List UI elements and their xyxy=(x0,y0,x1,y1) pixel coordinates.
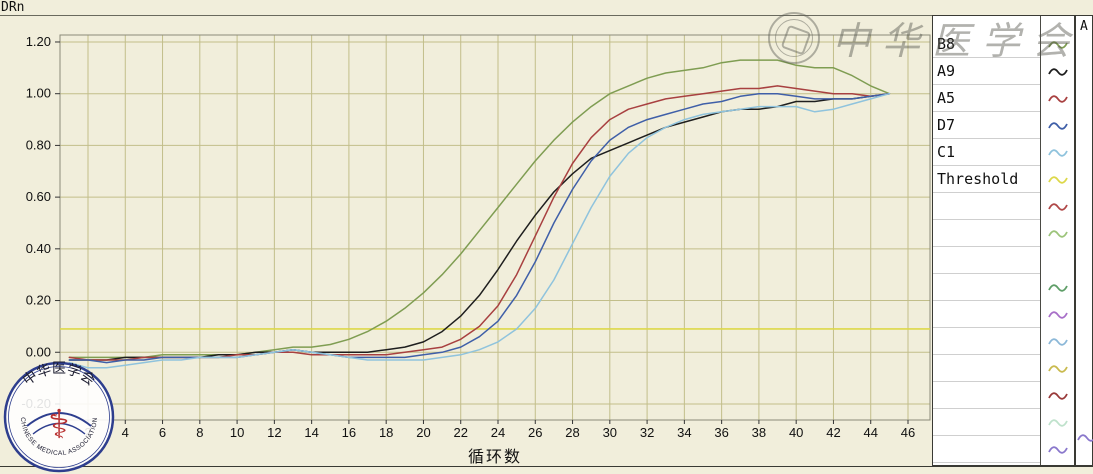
x-tick-label: 26 xyxy=(528,425,542,440)
legend-squiggle-icon xyxy=(1041,409,1074,436)
legend-item-label: D7 xyxy=(933,112,1041,139)
x-tick-label: 46 xyxy=(901,425,915,440)
curve-C1 xyxy=(68,92,891,369)
x-tick-label: 36 xyxy=(714,425,728,440)
legend-item-label xyxy=(933,409,1041,436)
cutoff-legend-label: A xyxy=(1080,19,1088,34)
legend-squiggle-icon xyxy=(1041,301,1074,328)
y-tick-label: 1.00 xyxy=(26,86,51,101)
legend-item-13[interactable] xyxy=(933,382,1074,409)
legend-item-9[interactable] xyxy=(933,274,1074,301)
x-tick-label: 34 xyxy=(677,425,691,440)
legend-squiggle-icon xyxy=(1041,31,1074,58)
legend-item-a5[interactable]: A5 xyxy=(933,85,1074,112)
amplification-plot: 2 4 6 8 10 12 14 16 18 20 22 24 26 28 30 32 34 36 38 40 42 44… xyxy=(21,34,931,440)
x-tick-label: 16 xyxy=(342,425,356,440)
x-tick-label: 20 xyxy=(416,425,430,440)
y-tick-label: 0.00 xyxy=(26,344,51,359)
x-tick-label: 24 xyxy=(491,425,505,440)
x-tick-label: 12 xyxy=(267,425,281,440)
legend-item-14[interactable] xyxy=(933,409,1074,436)
legend-squiggle-icon xyxy=(1041,220,1074,247)
x-tick-label: 4 xyxy=(122,425,129,440)
legend-squiggle-icon xyxy=(1041,139,1074,166)
legend-item-a9[interactable]: A9 xyxy=(933,58,1074,85)
x-axis-title: 循环数 xyxy=(467,449,522,466)
x-tick-label: 18 xyxy=(379,425,393,440)
legend-item-7[interactable] xyxy=(933,220,1074,247)
legend-item-label: A9 xyxy=(933,58,1041,85)
legend-scroll-strip[interactable]: A xyxy=(1075,15,1093,466)
x-tick-label: 22 xyxy=(453,425,467,440)
plot-border xyxy=(59,34,931,421)
legend-item-label xyxy=(933,220,1041,247)
legend-item-label: B8 xyxy=(933,31,1041,58)
legend-rows: B8 A9 A5 D7 C1 Threshold xyxy=(933,31,1074,463)
x-tick-label: 32 xyxy=(640,425,654,440)
legend-item-d7[interactable]: D7 xyxy=(933,112,1074,139)
y-tick-label: -0.20 xyxy=(21,396,51,411)
y-tick-label: 0.80 xyxy=(26,137,51,152)
legend-squiggle-icon xyxy=(1041,355,1074,382)
legend-item-11[interactable] xyxy=(933,328,1074,355)
x-tick-label: 30 xyxy=(603,425,617,440)
legend-item-6[interactable] xyxy=(933,193,1074,220)
plot-area xyxy=(60,35,930,420)
legend-squiggle-icon xyxy=(1041,58,1074,85)
legend-item-10[interactable] xyxy=(933,301,1074,328)
curve-B8 xyxy=(68,59,891,359)
top-divider xyxy=(0,15,1093,16)
legend-item-12[interactable] xyxy=(933,355,1074,382)
legend-item-label: Threshold xyxy=(933,166,1041,193)
legend-squiggle-icon xyxy=(1041,85,1074,112)
y-tick-label: 0.20 xyxy=(26,293,51,308)
legend-item-8[interactable] xyxy=(933,247,1074,274)
x-tick-label: 2 xyxy=(84,425,91,440)
legend-squiggle-icon xyxy=(1041,274,1074,301)
legend-item-c1[interactable]: C1 xyxy=(933,139,1074,166)
y-tick-label: 0.60 xyxy=(26,189,51,204)
x-tick-label: 8 xyxy=(196,425,203,440)
legend-item-label: C1 xyxy=(933,139,1041,166)
legend-item-label xyxy=(933,328,1041,355)
x-tick-label: 28 xyxy=(565,425,579,440)
legend-item-label xyxy=(933,301,1041,328)
curve-A9 xyxy=(68,92,891,361)
y-tick-label: 1.20 xyxy=(26,34,51,49)
legend-item-label xyxy=(933,436,1041,463)
legend-squiggle-icon xyxy=(1041,436,1074,463)
y-tick-label: 0.40 xyxy=(26,241,51,256)
legend-panel: B8 A9 A5 D7 C1 Threshold xyxy=(932,15,1075,466)
x-tick-label: 14 xyxy=(304,425,318,440)
x-tick-label: 42 xyxy=(826,425,840,440)
x-tick-label: 38 xyxy=(752,425,766,440)
legend-squiggle-icon xyxy=(1041,193,1074,220)
legend-item-15[interactable] xyxy=(933,436,1074,463)
legend-item-label: A5 xyxy=(933,85,1041,112)
bottom-divider xyxy=(0,466,1093,467)
legend-squiggle-icon xyxy=(1041,166,1074,193)
legend-item-threshold[interactable]: Threshold xyxy=(933,166,1074,193)
legend-item-label xyxy=(933,274,1041,301)
cutoff-legend-squiggle-icon xyxy=(1077,431,1093,449)
legend-squiggle-icon xyxy=(1041,112,1074,139)
x-tick-label: 40 xyxy=(789,425,803,440)
legend-empty-icon xyxy=(1041,247,1074,274)
legend-squiggle-icon xyxy=(1041,328,1074,355)
x-tick-label: 10 xyxy=(230,425,244,440)
legend-item-b8[interactable]: B8 xyxy=(933,31,1074,58)
legend-item-label xyxy=(933,193,1041,220)
legend-item-label xyxy=(933,247,1041,274)
x-tick-label: 6 xyxy=(159,425,166,440)
y-axis-title: DRn xyxy=(1,0,25,15)
x-tick-label: 44 xyxy=(863,425,877,440)
legend-item-label xyxy=(933,355,1041,382)
legend-item-label xyxy=(933,382,1041,409)
legend-squiggle-icon xyxy=(1041,382,1074,409)
